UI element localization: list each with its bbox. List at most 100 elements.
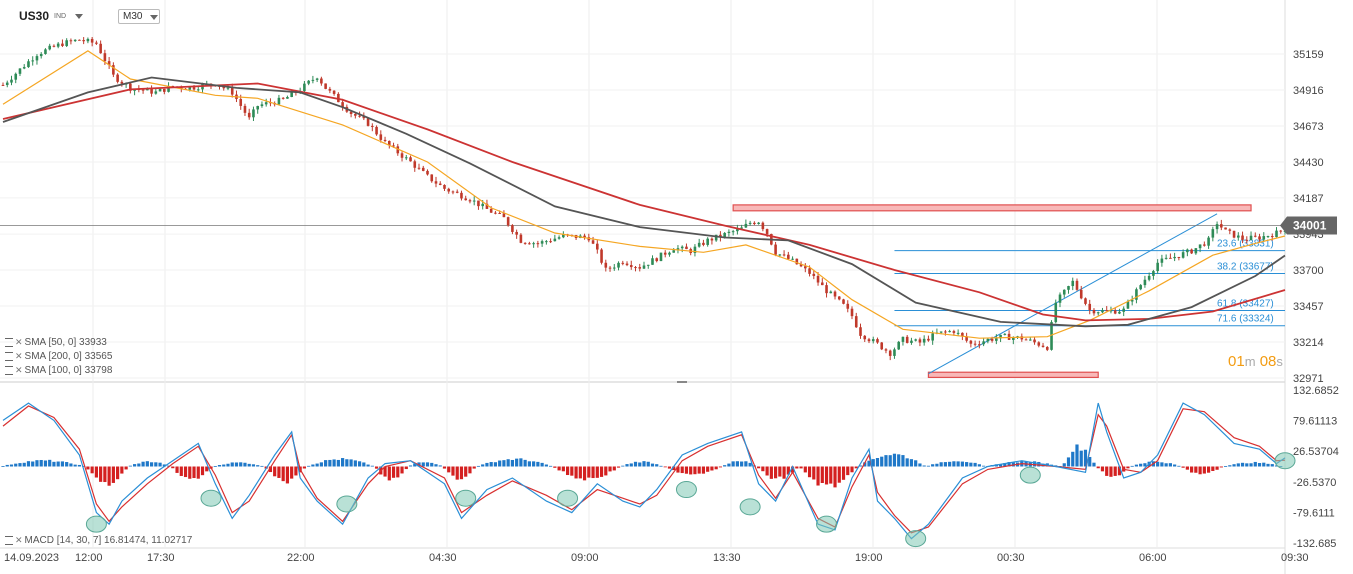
timer-minutes: 01 — [1228, 353, 1245, 370]
candle-body — [1203, 244, 1206, 246]
histogram-bar — [1062, 463, 1066, 467]
histogram-bar — [714, 466, 718, 470]
candle-body — [1028, 339, 1032, 341]
candle-body — [761, 222, 765, 230]
candle-body — [727, 231, 731, 233]
settings-icon[interactable] — [5, 351, 13, 361]
candle-body — [5, 82, 9, 86]
histogram-bar — [1173, 464, 1177, 467]
histogram-bar — [854, 466, 858, 469]
settings-icon[interactable] — [5, 535, 13, 545]
histogram-bar — [841, 466, 846, 480]
candle-body — [1232, 230, 1236, 238]
histogram-bar — [935, 463, 939, 467]
candle-body — [290, 91, 293, 98]
histogram-bar — [1249, 463, 1253, 467]
candle-body — [710, 238, 714, 241]
candle-body — [880, 342, 884, 350]
close-icon[interactable]: ✕ — [15, 337, 23, 347]
histogram-bar — [489, 462, 493, 467]
settings-icon[interactable] — [5, 337, 13, 347]
histogram-bar — [515, 458, 519, 467]
macd-marker — [455, 489, 477, 507]
candle-body — [736, 228, 739, 232]
histogram-bar — [65, 462, 69, 467]
histogram-bar — [574, 466, 578, 479]
candle-body — [1135, 289, 1138, 300]
timeframe-select[interactable]: M30 — [118, 9, 160, 24]
candle-body — [303, 83, 306, 91]
candle-body — [1012, 337, 1015, 340]
candle-body — [1215, 224, 1219, 230]
histogram-bar — [888, 455, 892, 467]
histogram-bar — [1096, 466, 1100, 469]
candle-body — [154, 91, 158, 94]
histogram-bar — [1139, 463, 1143, 467]
histogram-bar — [633, 461, 638, 467]
histogram-bar — [1066, 457, 1071, 467]
histogram-bar — [341, 458, 345, 467]
histogram-bar — [655, 464, 659, 467]
macd-marker — [816, 515, 838, 533]
candle-body — [1071, 280, 1075, 287]
candle-body — [914, 339, 917, 341]
candle-body — [1169, 257, 1172, 259]
candle-body — [740, 227, 743, 229]
histogram-bar — [22, 462, 26, 467]
candle-body — [477, 200, 480, 207]
legend-label: SMA [200, 0] 33565 — [24, 351, 113, 362]
close-icon[interactable]: ✕ — [15, 351, 23, 361]
histogram-bar — [1105, 466, 1109, 476]
macd-marker — [200, 489, 222, 507]
histogram-bar — [812, 466, 816, 480]
time-tick-label: 06:00 — [1139, 552, 1167, 564]
histogram-bar — [744, 461, 748, 467]
candle-body — [1160, 258, 1164, 263]
symbol-label[interactable]: US30 — [19, 9, 50, 23]
candle-body — [1084, 298, 1087, 304]
histogram-bar — [145, 461, 149, 467]
candle-body — [260, 104, 264, 107]
legend-sma-100[interactable]: ✕ SMA [100, 0] 33798 — [5, 365, 112, 376]
histogram-bar — [294, 466, 298, 476]
candle-body — [808, 268, 811, 274]
candle-body — [646, 264, 650, 266]
candle-timer: 01m 08s — [1228, 353, 1283, 370]
candle-body — [748, 222, 752, 224]
candle-body — [1266, 236, 1270, 238]
histogram-bar — [370, 465, 374, 467]
candle-body — [320, 78, 323, 84]
legend-macd[interactable]: ✕ MACD [14, 30, 7] 16.81474, 11.02717 — [5, 535, 192, 546]
histogram-bar — [540, 462, 544, 467]
close-icon[interactable]: ✕ — [15, 535, 23, 545]
symbol-dropdown-icon[interactable] — [75, 14, 83, 19]
candle-body — [434, 181, 438, 184]
price-tick-label: 33700 — [1293, 265, 1324, 277]
histogram-bar — [506, 459, 510, 467]
candle-body — [489, 208, 493, 213]
macd-marker — [739, 498, 761, 516]
candle-body — [264, 102, 268, 105]
candle-body — [719, 234, 722, 238]
candle-body — [557, 237, 561, 239]
candle-body — [676, 248, 680, 251]
candle-body — [116, 74, 119, 82]
candle-body — [1130, 299, 1134, 302]
histogram-bar — [400, 466, 404, 474]
histogram-bar — [1160, 462, 1164, 467]
close-icon[interactable]: ✕ — [15, 365, 23, 375]
settings-icon[interactable] — [5, 365, 13, 375]
legend-sma-200[interactable]: ✕ SMA [200, 0] 33565 — [5, 351, 112, 362]
histogram-bar — [914, 460, 918, 467]
histogram-bar — [332, 459, 336, 467]
candle-body — [854, 316, 858, 328]
histogram-bar — [824, 466, 829, 485]
time-tick-label: 14.09.2023 — [4, 552, 59, 564]
histogram-bar — [863, 462, 867, 467]
legend-sma-50[interactable]: ✕ SMA [50, 0] 33933 — [5, 337, 107, 348]
histogram-bar — [867, 460, 871, 467]
candle-body — [192, 87, 196, 90]
histogram-bar — [162, 464, 166, 467]
